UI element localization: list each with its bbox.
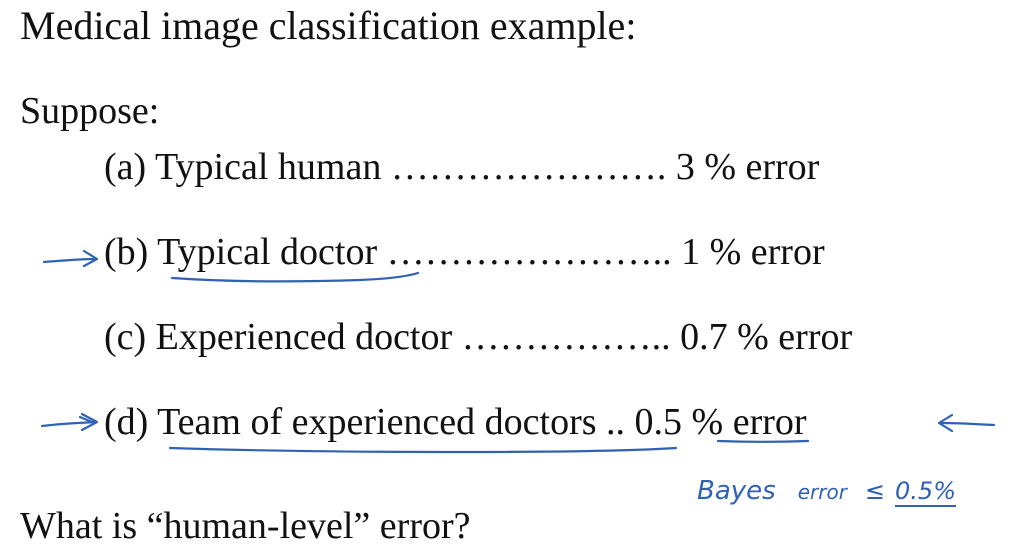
question-text: What is “human-level” error? bbox=[20, 505, 471, 547]
bayes-error-annotation: Bayes error ≤0.5% bbox=[697, 476, 957, 507]
annotation-bayes: Bayes bbox=[697, 476, 776, 506]
error-value: 1 % error bbox=[681, 231, 825, 273]
dot-leader: .. bbox=[596, 401, 635, 443]
underline-team-doctors bbox=[168, 446, 678, 454]
item-label: (a) Typical human bbox=[104, 146, 382, 188]
error-value: 0.5 % error bbox=[634, 401, 807, 443]
item-label: (b) Typical doctor bbox=[104, 231, 378, 273]
dot-leader: …………………. bbox=[381, 146, 676, 188]
list-item-experienced-doctor: (c) Experienced doctor …………….. 0.7 % err… bbox=[104, 316, 852, 358]
item-label: (c) Experienced doctor bbox=[104, 316, 453, 358]
arrow-right-icon bbox=[40, 412, 99, 432]
error-value: 0.7 % error bbox=[680, 316, 853, 358]
item-label: (d) Team of experienced doctors bbox=[104, 401, 597, 443]
list-item-typical-doctor: (b) Typical doctor ………………….. 1 % error bbox=[104, 231, 825, 273]
arrow-right-icon bbox=[42, 249, 99, 268]
annotation-leq: ≤ bbox=[864, 477, 886, 505]
list-item-typical-human: (a) Typical human …………………. 3 % error bbox=[104, 146, 819, 188]
underline-typical-doctor bbox=[170, 271, 420, 283]
arrow-left-icon bbox=[937, 413, 996, 433]
dot-leader: …………….. bbox=[452, 316, 681, 358]
error-value: 3 % error bbox=[675, 146, 820, 188]
list-item-team-of-doctors: (d) Team of experienced doctors .. 0.5 %… bbox=[104, 401, 807, 443]
slide-title: Medical image classification example: bbox=[20, 3, 637, 48]
annotation-value: 0.5% bbox=[895, 477, 957, 507]
dot-leader: ………………….. bbox=[377, 231, 682, 273]
suppose-label: Suppose: bbox=[20, 90, 160, 132]
annotation-error: error bbox=[797, 480, 847, 504]
